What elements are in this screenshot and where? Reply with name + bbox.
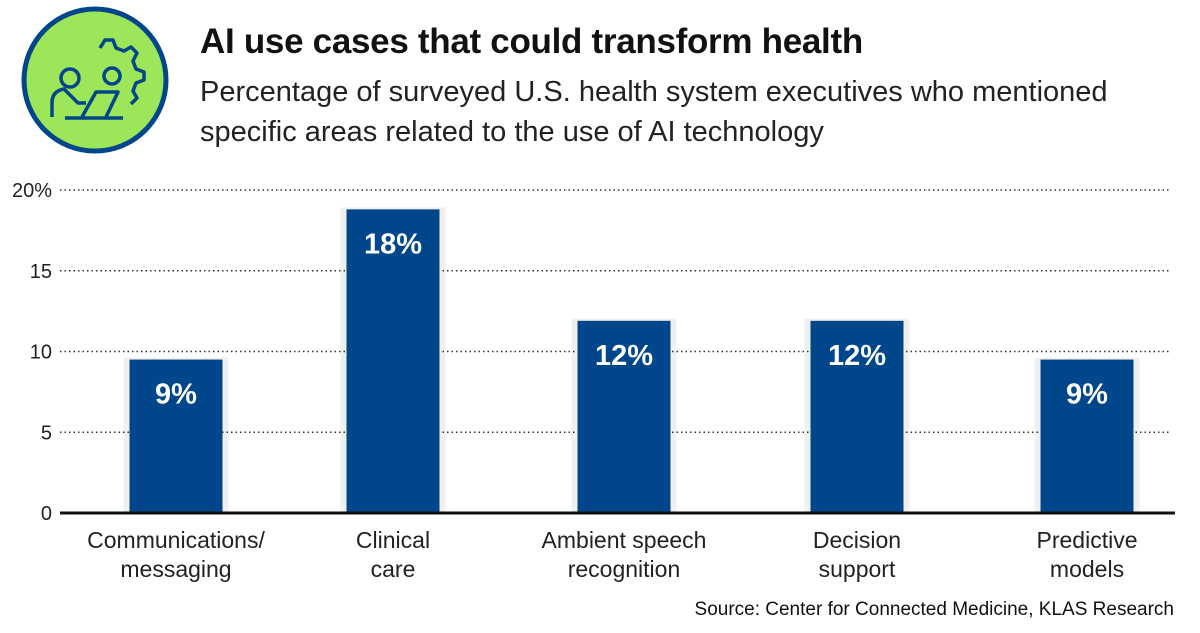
y-tick-label: 5 xyxy=(41,422,52,444)
y-tick-label: 20% xyxy=(12,180,52,202)
bar xyxy=(1040,359,1134,513)
x-category-label: support xyxy=(819,556,896,582)
x-category-label: Communications/ xyxy=(87,527,265,553)
x-category-label: models xyxy=(1050,556,1124,582)
chart-title: AI use cases that could transform health xyxy=(200,22,863,61)
source-note: Source: Center for Connected Medicine, K… xyxy=(694,599,1174,620)
bar xyxy=(346,209,440,513)
y-tick-label: 15 xyxy=(30,261,52,283)
data-label: 9% xyxy=(155,379,197,411)
x-category-label: care xyxy=(371,556,416,582)
x-category-label: Ambient speech xyxy=(542,527,707,553)
bar xyxy=(810,320,904,513)
x-category-label: recognition xyxy=(568,556,681,582)
x-category-label: Clinical xyxy=(356,527,430,553)
data-label: 18% xyxy=(364,228,422,260)
bar xyxy=(129,359,223,513)
x-category-label: messaging xyxy=(120,556,231,582)
data-label: 9% xyxy=(1066,379,1108,411)
x-category-label: Predictive xyxy=(1037,527,1138,553)
bar xyxy=(577,320,671,513)
person-laptop-gear-icon xyxy=(21,6,169,154)
data-label: 12% xyxy=(828,340,886,372)
chart-subtitle: Percentage of surveyed U.S. health syste… xyxy=(200,76,1108,148)
x-category-label: Decision xyxy=(813,527,901,553)
data-label: 12% xyxy=(595,340,653,372)
y-tick-label: 0 xyxy=(41,503,52,525)
y-tick-label: 10 xyxy=(30,342,52,364)
